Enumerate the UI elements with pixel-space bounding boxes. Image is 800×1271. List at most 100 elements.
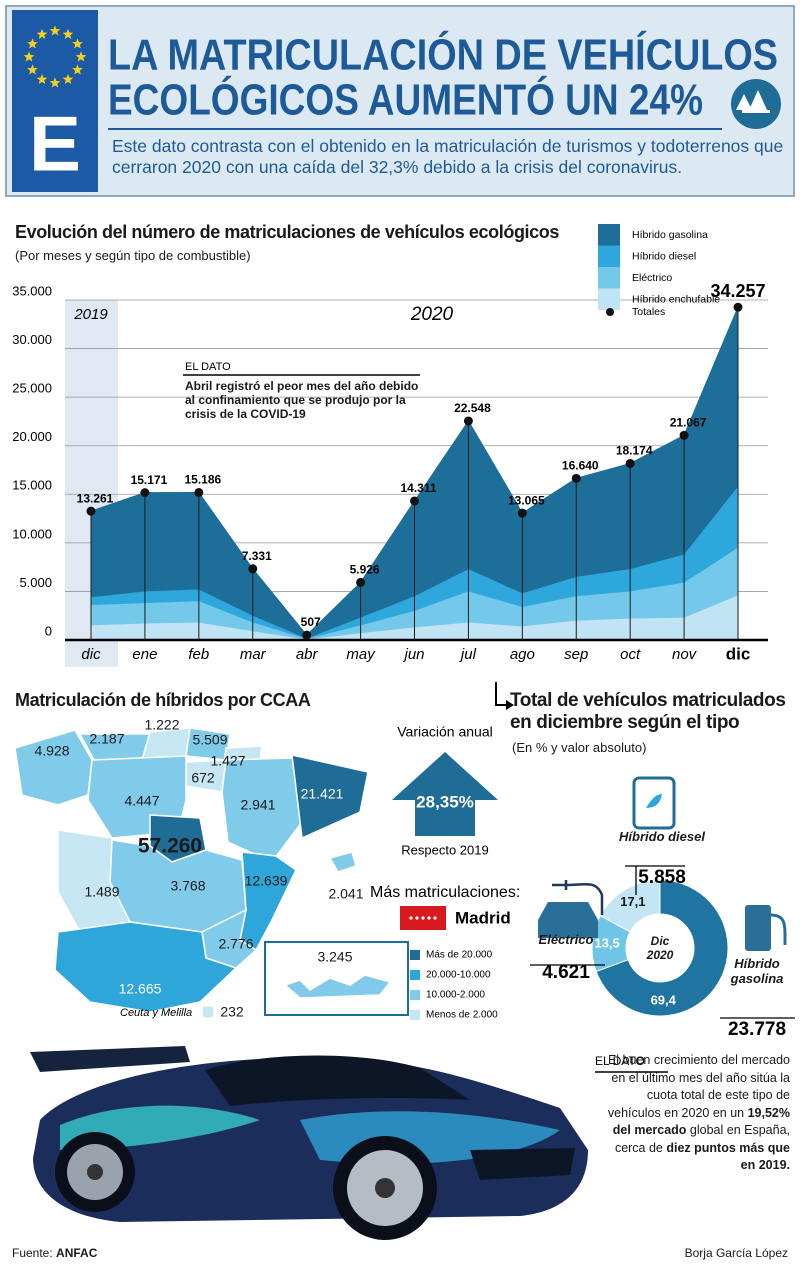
region-value: 1.427 (210, 753, 245, 769)
note-part: El buen crecimiento del mercado en el úl… (607, 1053, 790, 1120)
variation-note: Respecto 2019 (401, 842, 488, 857)
pump-icon (745, 905, 771, 951)
region-value: 2.041 (328, 886, 363, 902)
flag-star (409, 916, 413, 920)
region (283, 974, 392, 999)
x-tick-label: mar (240, 646, 267, 663)
chart-subtitle: (Por meses y según tipo de combustible) (15, 248, 251, 263)
top-region: Madrid (455, 908, 511, 927)
total-label: 21.067 (670, 416, 707, 430)
author: Borja García López (684, 1246, 788, 1260)
bracket (495, 682, 506, 706)
legend-label: Más de 20.000 (426, 950, 493, 961)
region-value: 2.941 (240, 797, 275, 813)
note-text: El buen crecimiento del mercado en el úl… (598, 1052, 790, 1175)
y-tick-label: 20.000 (12, 429, 52, 444)
variation-label: Variación anual (397, 724, 492, 740)
donut-title: Total de vehículos matriculados en dicie… (510, 690, 786, 733)
region-value: 57.260 (138, 835, 202, 858)
x-tick-label: ene (132, 646, 157, 663)
star (75, 51, 87, 62)
diesel-drop (646, 794, 662, 808)
total-label: 13.261 (77, 491, 114, 505)
total-dot (86, 506, 96, 516)
bracket-arrow (506, 700, 514, 710)
title-line: LA MATRICULACIÓN DE VEHÍCULOS (108, 30, 778, 80)
legend-label: Híbrido enchufable (632, 293, 720, 305)
x-tick-label: dic (726, 644, 751, 663)
category-label: Eléctrico (538, 932, 594, 947)
star (23, 51, 35, 62)
legend-swatch (598, 288, 620, 310)
star (49, 25, 61, 36)
total-dot (140, 488, 150, 498)
x-tick-label: oct (620, 646, 641, 663)
amount-label: 5.858 (638, 867, 686, 888)
area-chart: 2019 2020 0 5.000 10.000 15.000 20.000 25.000 30… (12, 224, 768, 667)
total-label: 22.548 (454, 401, 491, 415)
x-tick-label: feb (188, 646, 209, 663)
y-tick-label: 30.000 (12, 332, 52, 347)
legend-label: Híbrido diesel (632, 250, 696, 262)
region-value: 4.447 (124, 793, 159, 809)
total-dot (733, 302, 743, 312)
star (49, 77, 61, 88)
star (62, 28, 74, 40)
y-tick-label: 15.000 (12, 478, 52, 493)
legend-label: 20.000-10.000 (426, 970, 491, 981)
leader (530, 865, 795, 1019)
canarias-box (264, 941, 409, 1016)
flag-star (421, 916, 425, 920)
y-tick-label: 25.000 (12, 381, 52, 396)
header-box (5, 5, 795, 197)
donut-center: Dic 2020 (646, 934, 674, 962)
legend-swatch (598, 224, 620, 246)
source: Fuente: ANFAC (12, 1246, 97, 1260)
total-label: 15.186 (184, 473, 221, 487)
period-label: 2019 (73, 306, 108, 323)
region-value: 21.421 (301, 786, 344, 802)
legend-swatch (598, 267, 620, 289)
note-part: global en España, cerca de (614, 1123, 790, 1155)
period-label: 2020 (410, 304, 454, 325)
region-value: 2.776 (218, 936, 253, 952)
total-dot (517, 508, 527, 518)
total-dot (571, 473, 581, 483)
title-line: ECOLÓGICOS AUMENTÓ UN 24% (108, 75, 703, 125)
note-label: EL DATO (595, 1054, 645, 1068)
badge-letter: E (29, 100, 81, 188)
category-label: Híbrido gasolina (730, 956, 784, 986)
region-value: 5.509 (192, 732, 227, 748)
x-tick-label: ago (510, 646, 535, 663)
legend-label: Totales (632, 306, 665, 318)
x-tick-label: dic (81, 646, 101, 663)
legend-swatch (410, 970, 420, 980)
total-label: 16.640 (562, 459, 599, 473)
region-value: 3.768 (170, 878, 205, 894)
total-dot (463, 416, 473, 426)
star (36, 73, 48, 85)
region (54, 921, 238, 1013)
subtitle: Este dato contrasta con el obtenido en l… (112, 136, 784, 177)
region-value: 12.639 (245, 873, 288, 889)
region (140, 727, 191, 761)
total-dot (625, 458, 635, 468)
region-value: 672 (191, 770, 215, 786)
total-label: 14.311 (400, 481, 436, 495)
chart-title: Evolución del número de matriculaciones … (15, 222, 559, 242)
star (27, 38, 38, 49)
region-value: 232 (220, 1004, 244, 1020)
region-value: 1.489 (84, 884, 119, 900)
star (72, 38, 83, 49)
total-label: 15.171 (131, 473, 168, 487)
slice-label: 13,5 (594, 936, 619, 951)
total-dot (679, 430, 689, 440)
flag-star (415, 916, 419, 920)
legend-swatch (598, 245, 620, 267)
total-label: 7.331 (242, 549, 272, 563)
star (36, 28, 48, 40)
x-tick-label: nov (672, 646, 698, 663)
